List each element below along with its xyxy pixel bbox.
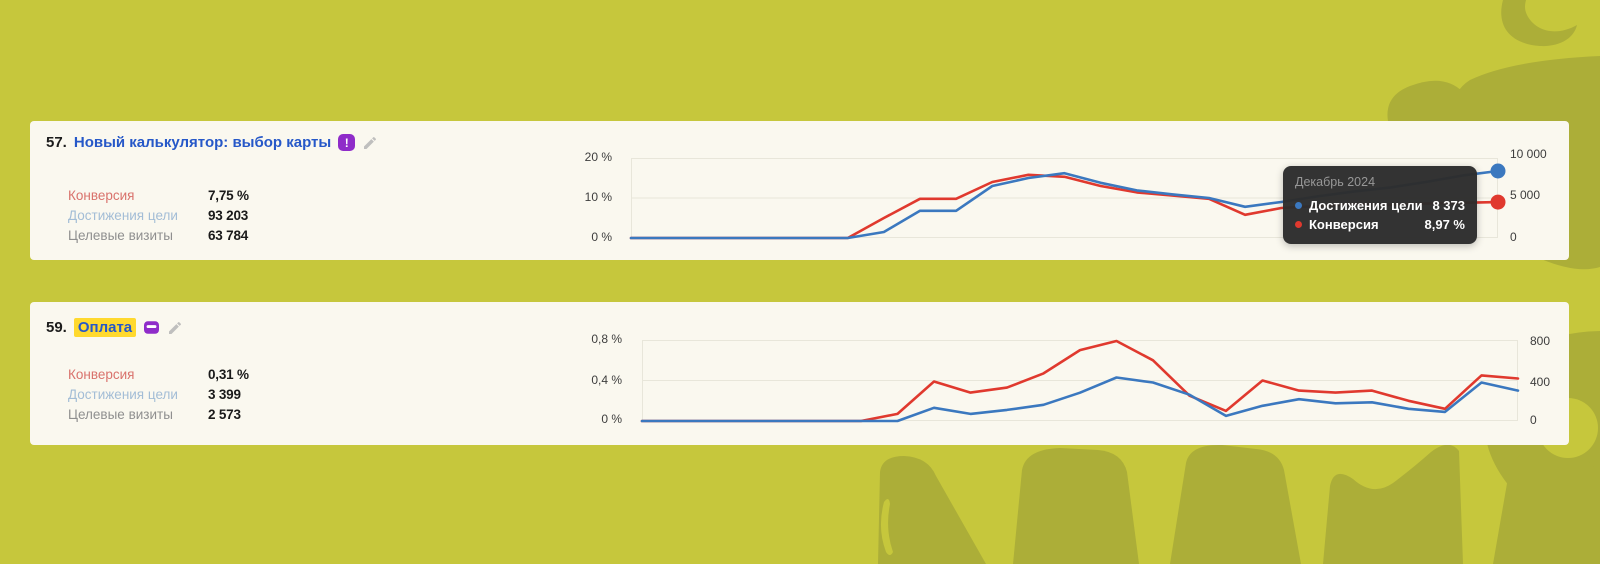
stat-value: 2 573 bbox=[208, 406, 241, 422]
goal-retargeting-badge-icon: ! bbox=[338, 134, 356, 151]
stat-label: Целевые визиты bbox=[68, 406, 173, 422]
stat-row-conversion: Конверсия 0,31 % bbox=[68, 364, 249, 384]
stat-row-goal-reaches: Достижения цели 93 203 bbox=[68, 205, 249, 225]
goal-card-57: 57. Новый калькулятор: выбор карты ! Кон… bbox=[30, 121, 1569, 260]
stat-value: 7,75 % bbox=[208, 187, 249, 203]
stat-row-conversion: Конверсия 7,75 % bbox=[68, 185, 249, 205]
conversion-line-chart[interactable] bbox=[640, 339, 1520, 423]
y-axis-tick: 0 % bbox=[601, 412, 622, 426]
stat-value: 63 784 bbox=[208, 227, 249, 243]
y2-axis-tick: 0 bbox=[1510, 230, 1517, 244]
payment-card-badge-icon bbox=[143, 319, 160, 336]
tooltip-value: 8,97 % bbox=[1424, 217, 1465, 232]
red-series-dot-icon bbox=[1295, 221, 1302, 228]
blue-series-dot-icon bbox=[1295, 202, 1302, 209]
goal-stats: Конверсия 7,75 % Достижения цели 93 203 … bbox=[68, 185, 249, 245]
stat-row-target-visits: Целевые визиты 63 784 bbox=[68, 225, 249, 245]
stat-value: 0,31 % bbox=[208, 366, 249, 382]
y2-axis-tick: 5 000 bbox=[1510, 188, 1541, 202]
goal-title-link[interactable]: Новый калькулятор: выбор карты bbox=[73, 134, 332, 151]
stat-value: 93 203 bbox=[208, 207, 249, 223]
tooltip-label: Достижения цели bbox=[1309, 198, 1423, 213]
y2-axis-tick: 0 bbox=[1530, 413, 1537, 427]
chart-tooltip: Декабрь 2024 Достижения цели 8 373 Конве… bbox=[1283, 166, 1477, 244]
y-axis-tick: 0,4 % bbox=[591, 373, 622, 387]
tooltip-row-goal-reaches: Достижения цели 8 373 bbox=[1295, 196, 1465, 215]
tooltip-value: 8 373 bbox=[1432, 198, 1465, 213]
goal-title-link-highlighted[interactable]: Оплата bbox=[73, 318, 137, 337]
y2-axis-tick: 10 000 bbox=[1510, 147, 1547, 161]
y2-axis-tick: 400 bbox=[1530, 375, 1551, 389]
y2-axis-tick: 800 bbox=[1530, 334, 1551, 348]
tooltip-label: Конверсия bbox=[1309, 217, 1379, 232]
goal-number: 59. bbox=[46, 319, 67, 336]
tooltip-period: Декабрь 2024 bbox=[1295, 175, 1376, 189]
y-axis-tick: 20 % bbox=[584, 150, 612, 164]
edit-goal-icon[interactable] bbox=[362, 135, 378, 151]
stat-label: Достижения цели bbox=[68, 386, 178, 402]
y-axis-tick: 10 % bbox=[584, 190, 612, 204]
stat-label: Целевые визиты bbox=[68, 227, 173, 243]
stat-label: Достижения цели bbox=[68, 207, 178, 223]
y-axis-tick: 0 % bbox=[591, 230, 612, 244]
stat-row-target-visits: Целевые визиты 2 573 bbox=[68, 404, 249, 424]
goal-card-59: 59. Оплата Конверсия 0,31 % Достижения ц… bbox=[30, 302, 1569, 445]
goal-number: 57. bbox=[46, 134, 67, 151]
edit-goal-icon[interactable] bbox=[167, 320, 183, 336]
stat-row-goal-reaches: Достижения цели 3 399 bbox=[68, 384, 249, 404]
stat-value: 3 399 bbox=[208, 386, 241, 402]
stat-label: Конверсия bbox=[68, 366, 135, 382]
y-axis-tick: 0,8 % bbox=[591, 332, 622, 346]
goal-header: 57. Новый калькулятор: выбор карты ! bbox=[46, 134, 378, 151]
goal-stats: Конверсия 0,31 % Достижения цели 3 399 Ц… bbox=[68, 364, 249, 424]
tooltip-row-conversion: Конверсия 8,97 % bbox=[1295, 215, 1465, 234]
goal-header: 59. Оплата bbox=[46, 318, 183, 337]
stat-label: Конверсия bbox=[68, 187, 135, 203]
